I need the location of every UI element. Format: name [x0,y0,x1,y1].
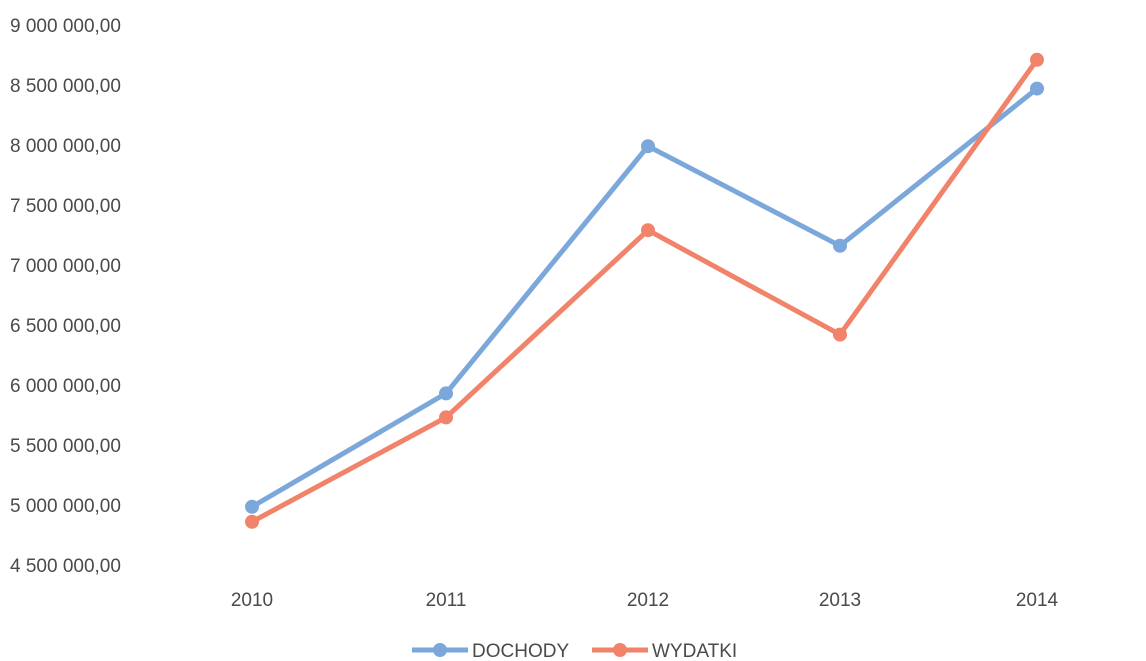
y-tick-label: 4 500 000,00 [10,556,121,577]
legend-label: DOCHODY [472,641,569,661]
data-point-wydatki [641,223,655,238]
legend-point-marker [613,643,627,657]
x-axis-ticks: 2010 2011 2012 2013 2014 [231,590,1059,611]
data-point-wydatki [245,514,259,529]
legend-point-marker [433,643,447,657]
legend-label: WYDATKI [652,641,737,661]
y-tick-label: 5 500 000,00 [10,436,121,457]
data-point-dochody [833,238,847,253]
x-tick-label: 2012 [627,590,669,611]
y-axis-ticks: 4 500 000,00 5 000 000,00 5 500 000,00 6 00… [10,16,121,577]
y-tick-label: 9 000 000,00 [10,16,121,37]
series-lines [249,57,1040,525]
y-tick-label: 5 000 000,00 [10,496,121,517]
series-line-wydatki [249,57,1040,525]
x-tick-label: 2013 [819,590,861,611]
data-point-dochody [641,139,655,154]
data-point-wydatki [1030,52,1044,67]
legend-item-dochody: DOCHODY [412,641,569,661]
y-tick-label: 8 000 000,00 [10,136,121,157]
y-tick-label: 7 500 000,00 [10,196,121,217]
x-tick-label: 2014 [1016,590,1059,611]
data-point-dochody [245,499,259,514]
data-point-dochody [1030,81,1044,96]
y-tick-label: 8 500 000,00 [10,76,121,97]
legend: DOCHODY WYDATKI [412,641,737,661]
y-tick-label: 7 000 000,00 [10,256,121,277]
x-tick-label: 2010 [231,590,273,611]
data-point-dochody [439,386,453,401]
y-tick-label: 6 500 000,00 [10,316,121,337]
data-point-wydatki [833,327,847,342]
y-tick-label: 6 000 000,00 [10,376,121,397]
legend-item-wydatki: WYDATKI [592,641,737,661]
data-point-wydatki [439,410,453,425]
x-tick-label: 2011 [426,590,467,611]
series-points [245,52,1044,529]
